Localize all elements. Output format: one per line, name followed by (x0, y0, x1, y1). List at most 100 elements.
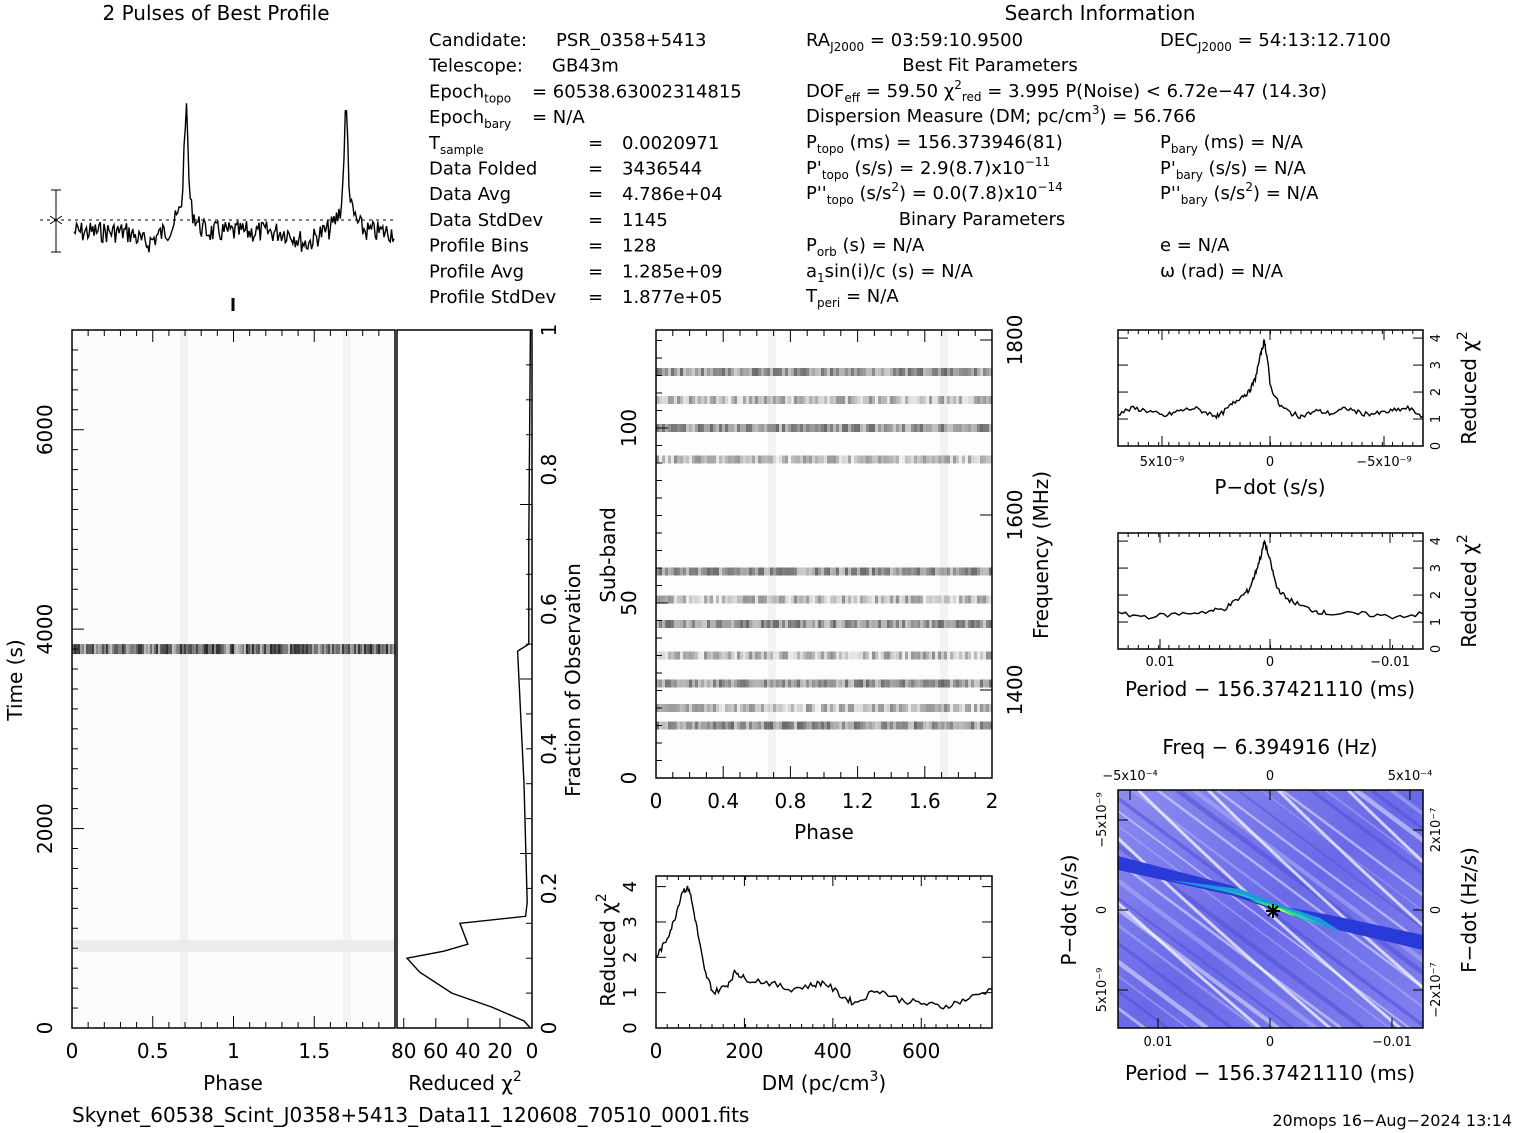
info-eq-4: = (588, 133, 603, 154)
info-value-4: 0.0020971 (622, 133, 719, 154)
pp-ytick: −5x10⁻⁹ (1095, 792, 1110, 847)
pp-y2tick: 0 (1429, 906, 1444, 914)
pp-x2tick: −5x10⁻⁴ (1102, 769, 1157, 784)
ra-value: RAJ2000 = 03:59:10.9500 (806, 30, 1023, 54)
pp-x2tick: 0 (1266, 769, 1274, 784)
curve-ytick: 1 (1429, 415, 1444, 423)
info-value-7: 1145 (622, 210, 668, 231)
pp-xlabel: Period − 156.37421110 (ms) (1125, 1061, 1415, 1085)
sb-xtick: 0.8 (774, 789, 806, 813)
curve-ytick: 0 (620, 1022, 641, 1033)
period-ylabel: Reduced χ2 (1455, 534, 1481, 648)
dof-line: DOFeff = 59.50 χ2red = 3.995 P(Noise) < … (806, 78, 1327, 105)
dm-ylabel: Reduced χ2 (594, 893, 620, 1007)
curve-xtick: 600 (902, 1039, 940, 1063)
dm-curve-line (655, 885, 993, 1010)
cf-ytick: 0 (537, 1022, 561, 1035)
curve-ytick: 2 (1429, 591, 1444, 599)
search-info: RAJ2000 = 03:59:10.9500 DECJ2000 = 54:13… (805, 30, 1391, 310)
pp-x2tick: 5x10⁻⁴ (1388, 769, 1433, 784)
info-value-1: GB43m (552, 56, 619, 77)
omega-line: ω (rad) = N/A (1160, 261, 1284, 282)
chi2-fraction-xlabel: Reduced χ2 (408, 1069, 522, 1095)
tp-xtick: 0 (66, 1039, 79, 1063)
dm-frame (655, 875, 993, 1029)
pdot-ylabel: Reduced χ2 (1455, 331, 1481, 445)
footer-filename: Skynet_60538_Scint_J0358+5413_Data11_120… (72, 1103, 749, 1127)
subband-panel: 0 0.4 0.8 1.2 1.6 2 0 50 100 1400 1600 1800 (617, 315, 1027, 813)
period-xlabel: Period − 156.37421110 (ms) (1125, 677, 1415, 701)
pdot-panel: 0 1 2 3 4 5x10⁻⁹ 0 −5x10⁻⁹ (1117, 329, 1444, 470)
curve-ytick: 1 (620, 987, 641, 998)
sb-ytick: 50 (617, 590, 641, 615)
curve-ytick: 2 (1429, 388, 1444, 396)
chi2-fraction-ylabel: Fraction of Observation (561, 563, 585, 797)
binary-heading: Binary Parameters (899, 209, 1066, 230)
pp-y2label: F−dot (Hz/s) (1457, 847, 1481, 973)
sb-y2tick: 1400 (1003, 665, 1027, 716)
best-fit-heading: Best Fit Parameters (902, 55, 1077, 76)
sb-y2tick: 1600 (1003, 490, 1027, 541)
chi2-fraction-line (405, 329, 532, 1029)
tp-xtick: 1 (227, 1039, 240, 1063)
dec-value: DECJ2000 = 54:13:12.7100 (1160, 30, 1391, 54)
pp-title: Freq − 6.394916 (Hz) (1162, 735, 1377, 759)
ptopo-line: Ptopo (ms) = 156.373946(81) (806, 132, 1063, 156)
tp-xtick: 0.5 (137, 1039, 169, 1063)
curve-ytick: 3 (1429, 564, 1444, 572)
e-line: e = N/A (1160, 235, 1230, 256)
tperi-line: Tperi = N/A (805, 286, 899, 310)
pp-y2tick: 2x10⁻⁷ (1429, 808, 1444, 853)
porb-line: Porb (s) = N/A (806, 235, 925, 259)
pp-xtick: −0.01 (1372, 1035, 1412, 1050)
pdot-frame (1117, 329, 1424, 447)
curve-ytick: 4 (1429, 537, 1444, 545)
info-value-6: 4.786e+04 (622, 184, 723, 205)
info-label-2: Epochtopo (429, 81, 511, 105)
profile-center-marker (49, 215, 63, 225)
subband-y2label: Frequency (MHz) (1029, 471, 1053, 639)
tp-ytick: 0 (33, 1022, 57, 1035)
pbary-line: Pbary (ms) = N/A (1160, 132, 1304, 156)
profile-plot (40, 103, 395, 311)
curve-xtick: 0.01 (1146, 655, 1175, 670)
info-label-0: Candidate: (429, 30, 527, 51)
dm-panel: 0 1 2 3 4 0 200 400 600 (620, 875, 993, 1063)
period-curve-line (1117, 539, 1424, 620)
time-phase-ylabel: Time (s) (3, 639, 27, 721)
info-value-2: = 60538.63002314815 (532, 81, 742, 102)
info-eq-8: = (588, 236, 603, 257)
pp-best-marker (1266, 904, 1280, 918)
pp-ylabel: P−dot (s/s) (1057, 854, 1081, 965)
cf-ytick: 1 (537, 324, 561, 337)
search-title: Search Information (1005, 1, 1196, 25)
footer-stamp: 20mops 16−Aug−2024 13:14 (1272, 1111, 1512, 1130)
tp-ytick: 6000 (33, 404, 57, 455)
info-label-3: Epochbary (429, 107, 511, 131)
cf-xtick: 80 (391, 1039, 416, 1063)
profile-title: 2 Pulses of Best Profile (103, 1, 330, 25)
info-value-3: = N/A (532, 107, 585, 128)
pdot-xlabel: P−dot (s/s) (1214, 475, 1325, 499)
sb-xtick: 1.2 (842, 789, 874, 813)
curve-ytick: 3 (620, 916, 641, 927)
sb-xtick: 0 (650, 789, 663, 813)
info-label-7: Data StdDev (429, 210, 544, 231)
cf-xtick: 60 (423, 1039, 448, 1063)
curve-xtick: 5x10⁻⁹ (1140, 455, 1185, 470)
curve-xtick: 0 (1266, 655, 1274, 670)
curve-xtick: −0.01 (1370, 655, 1410, 670)
dm-line: Dispersion Measure (DM; pc/cm3) = 56.766 (806, 103, 1196, 127)
pp-ytick: 5x10⁻⁹ (1095, 968, 1110, 1013)
time-phase-bright-row (72, 644, 396, 655)
time-phase-xlabel: Phase (203, 1071, 263, 1095)
sb-xtick: 1.6 (909, 789, 941, 813)
cf-ytick: 0.4 (537, 733, 561, 765)
curve-xtick: 400 (814, 1039, 852, 1063)
profile-line (73, 103, 395, 253)
curve-ytick: 0 (1429, 645, 1444, 653)
tp-ytick: 4000 (33, 604, 57, 655)
pdbary-line: P'bary (s/s) = N/A (1160, 158, 1306, 182)
cf-ytick: 0.8 (537, 454, 561, 486)
info-label-6: Data Avg (429, 184, 511, 205)
